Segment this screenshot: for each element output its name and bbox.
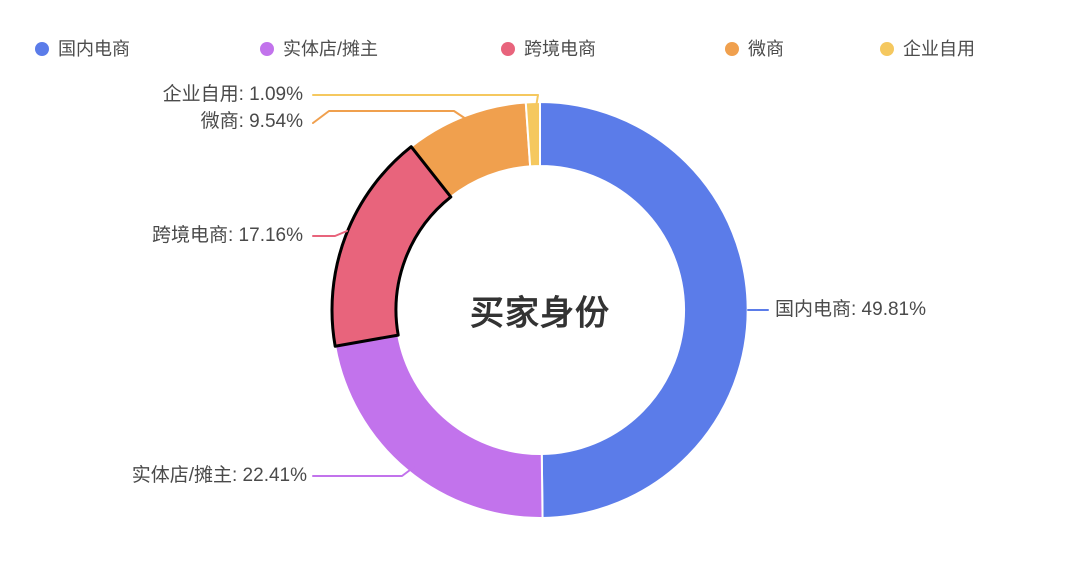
legend-label: 微商 (748, 39, 784, 59)
legend-item-1[interactable]: 实体店/摊主 (260, 37, 378, 61)
legend-label: 国内电商 (58, 39, 130, 59)
legend-dot-icon (260, 42, 274, 56)
label-line-3 (312, 110, 467, 124)
legend-dot-icon (501, 42, 515, 56)
legend-item-4[interactable]: 企业自用 (880, 37, 975, 61)
legend-dot-icon (35, 42, 49, 56)
slice-label-3: 微商: 9.54% (200, 111, 303, 132)
slice-label-4: 企业自用: 1.09% (162, 84, 303, 105)
pie-slice-1[interactable] (334, 334, 544, 519)
pie-slice-2[interactable] (330, 145, 453, 348)
legend-dot-icon (725, 42, 739, 56)
legend-item-3[interactable]: 微商 (725, 37, 784, 61)
label-line-2 (312, 230, 348, 237)
legend-item-2[interactable]: 跨境电商 (501, 37, 596, 61)
slice-label-2: 跨境电商: 17.16% (152, 225, 303, 246)
label-line-1 (312, 466, 415, 477)
legend-label: 跨境电商 (524, 39, 596, 59)
slice-label-0: 国内电商: 49.81% (775, 299, 926, 320)
pie-slice-4[interactable] (524, 101, 541, 168)
legend-item-0[interactable]: 国内电商 (35, 37, 130, 61)
label-line-4 (312, 94, 539, 108)
legend-label: 企业自用 (903, 39, 975, 59)
legend-label: 实体店/摊主 (283, 39, 379, 59)
slice-label-1: 实体店/摊主: 22.41% (131, 465, 307, 486)
legend-dot-icon (880, 42, 894, 56)
pie-slice-0[interactable] (539, 101, 749, 519)
chart-center-title: 买家身份 (470, 294, 610, 333)
